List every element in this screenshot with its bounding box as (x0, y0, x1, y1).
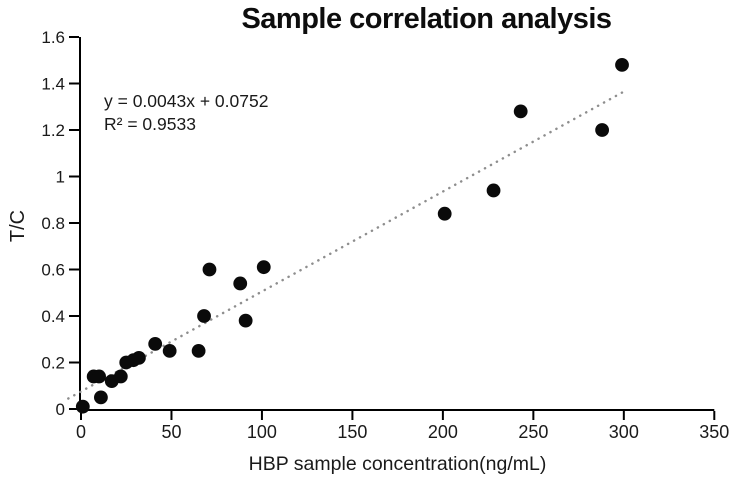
x-tick-label: 0 (76, 422, 86, 442)
data-point (437, 206, 452, 221)
y-tick-label: 0.2 (41, 354, 65, 373)
data-point (162, 343, 177, 358)
r-squared-value: R² = 0.9533 (104, 114, 196, 134)
data-point (191, 343, 206, 358)
data-point (92, 369, 106, 384)
x-axis-title: HBP sample concentration(ng/mL) (248, 453, 547, 475)
data-point (148, 337, 163, 351)
x-tick-label: 350 (699, 422, 729, 442)
x-tick-label: 200 (428, 422, 458, 442)
data-point (233, 276, 248, 291)
x-tick-label: 250 (518, 422, 548, 442)
data-point (113, 369, 128, 384)
data-point (256, 260, 271, 275)
data-point (595, 123, 610, 137)
y-tick-label: 1.2 (41, 121, 65, 140)
y-tick-label: 0.6 (41, 261, 65, 280)
y-tick-label: 1.6 (41, 28, 65, 47)
x-tick-label: 150 (337, 422, 367, 442)
chart-title: Sample correlation analysis (241, 3, 612, 35)
y-axis-title: T/C (7, 209, 29, 243)
y-tick-label: 0.4 (41, 307, 65, 326)
data-point (615, 58, 629, 72)
data-point (75, 399, 90, 414)
trendline (67, 90, 626, 400)
x-tick-label: 50 (161, 422, 181, 442)
x-tick-label: 300 (609, 422, 639, 442)
data-point (513, 104, 528, 119)
data-point (238, 313, 253, 328)
y-tick-label: 0 (56, 400, 65, 419)
regression-annotation: y = 0.0043x + 0.0752 R² = 0.9533 (104, 90, 268, 136)
y-tick-label: 1 (56, 168, 65, 187)
data-point (132, 350, 146, 365)
y-tick-label: 1.4 (41, 75, 65, 94)
data-point (94, 390, 108, 405)
data-point (197, 309, 211, 323)
regression-equation: y = 0.0043x + 0.0752 (104, 91, 269, 111)
x-tick-label: 100 (247, 422, 277, 442)
data-point (202, 262, 217, 277)
y-tick-label: 0.8 (41, 214, 65, 233)
data-point (486, 183, 501, 198)
